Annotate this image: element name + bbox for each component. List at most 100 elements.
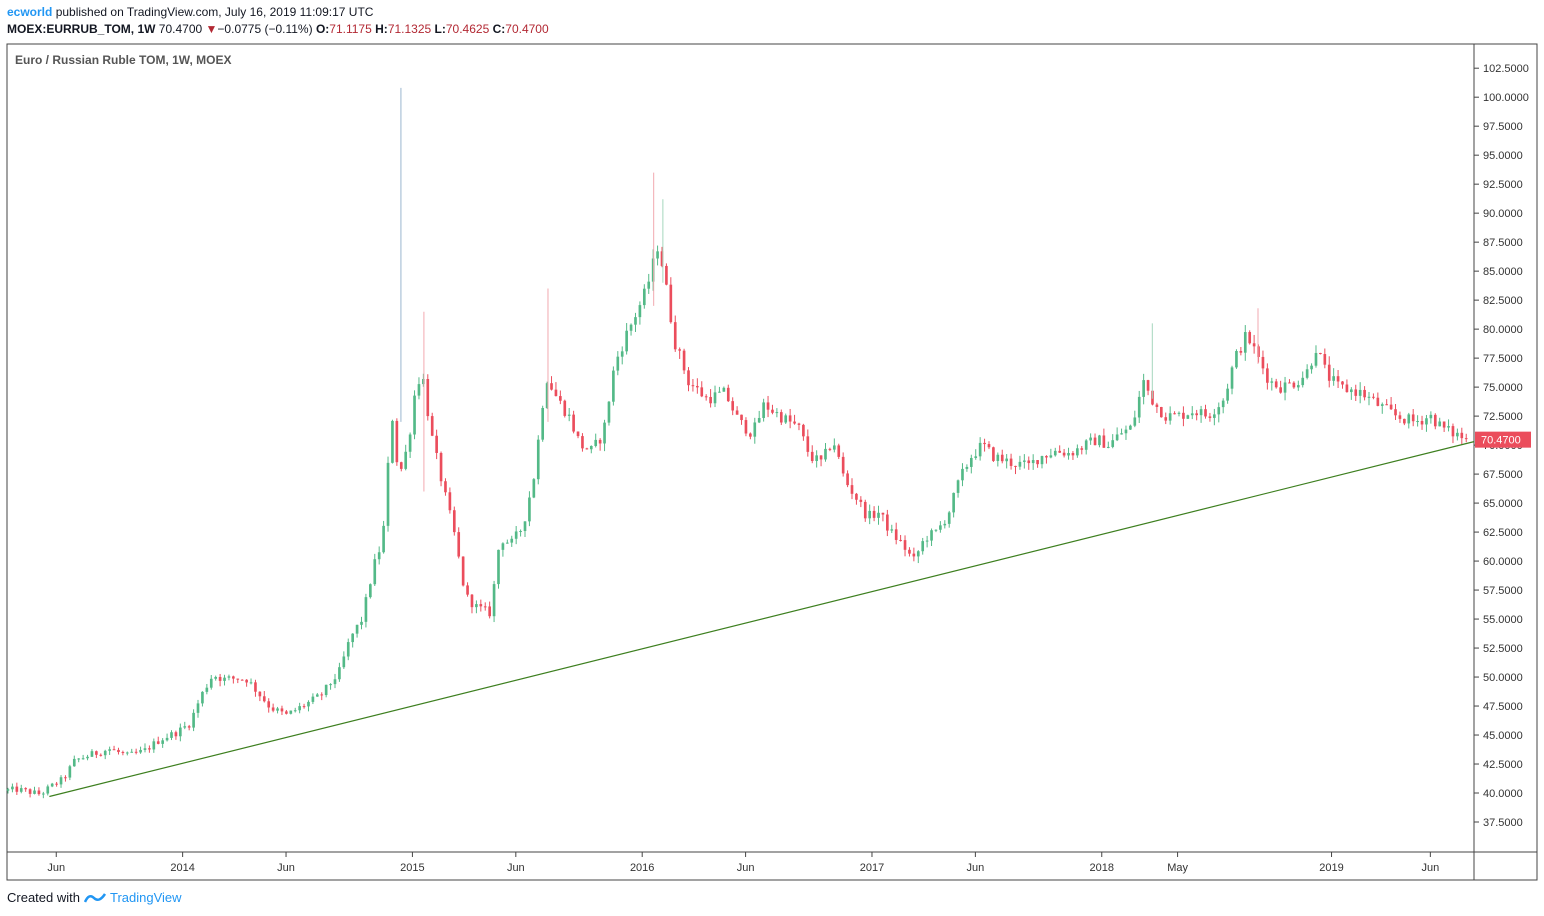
candle-body: [448, 492, 452, 511]
candle-body: [1182, 412, 1185, 419]
candle-body: [506, 542, 509, 544]
candle-body: [435, 435, 438, 453]
candle-body: [373, 559, 377, 585]
candle-body: [656, 251, 659, 259]
candle-body: [1358, 389, 1362, 396]
candle-body: [541, 407, 545, 440]
y-tick-label: 87.5000: [1483, 237, 1523, 249]
candle-body: [1106, 446, 1110, 448]
trendline-layer[interactable]: [49, 441, 1475, 798]
candle-body: [187, 726, 191, 728]
candle-body: [298, 706, 301, 711]
candle-body: [276, 708, 279, 711]
candle-body: [625, 330, 628, 352]
candle-body: [430, 416, 434, 436]
candle-body: [156, 741, 160, 744]
candle-body: [1190, 413, 1194, 416]
candle-body: [1323, 354, 1327, 365]
candle-body: [15, 786, 19, 792]
candle-body: [673, 322, 677, 350]
candle-body: [50, 783, 54, 787]
candle-body: [223, 677, 226, 681]
candle-body: [1314, 352, 1318, 366]
price-tag-label: 70.4700: [1481, 435, 1521, 447]
candle-body: [687, 370, 690, 386]
candle-body: [1067, 453, 1070, 456]
candle-body: [943, 523, 947, 526]
high-value: 71.1325: [387, 22, 432, 36]
last-price: 70.4700: [158, 22, 203, 36]
candle-body: [744, 420, 748, 434]
candle-body: [629, 324, 633, 331]
candle-body: [311, 696, 315, 702]
candle-body: [1239, 350, 1243, 353]
candle-body: [245, 679, 248, 683]
candle-body: [974, 456, 978, 458]
candle-body: [1084, 440, 1088, 450]
candle-body: [11, 786, 14, 790]
candle-body: [64, 777, 67, 779]
y-tick-label: 97.5000: [1483, 121, 1523, 133]
candle-body: [37, 790, 41, 795]
candle-body: [1433, 414, 1437, 427]
candle-body: [1283, 382, 1287, 393]
candle-body: [983, 442, 986, 445]
change-text: −0.0775 (−0.11%): [217, 22, 313, 36]
candle-body: [1168, 413, 1172, 421]
candle-body: [1451, 426, 1455, 437]
y-tick-label: 85.0000: [1483, 266, 1523, 278]
candle-body: [731, 401, 735, 411]
candle-body: [1071, 453, 1075, 456]
candle-body: [886, 514, 889, 531]
candle-body: [828, 448, 832, 450]
last-price-tag: 70.4700: [1475, 431, 1531, 448]
candle-body: [934, 529, 938, 531]
candle-body: [254, 682, 257, 692]
candle-body: [528, 497, 531, 522]
candle-body: [99, 754, 103, 756]
y-tick-label: 77.5000: [1483, 353, 1523, 365]
candle-body: [475, 604, 478, 608]
candle-body: [466, 585, 469, 595]
candle-body: [1367, 396, 1371, 398]
candle-body: [784, 415, 788, 423]
candle-body: [232, 676, 235, 679]
brand-link[interactable]: TradingView: [109, 890, 182, 905]
candle-body: [139, 749, 142, 753]
y-tick-label: 92.5000: [1483, 179, 1523, 191]
candle-body: [413, 395, 416, 435]
candle-body: [961, 468, 964, 481]
candle-body: [1442, 421, 1446, 428]
candle-body: [320, 694, 324, 696]
candle-body: [930, 530, 933, 541]
x-tick-label: 2014: [170, 862, 194, 874]
candle-body: [916, 551, 920, 557]
candle-body: [612, 370, 615, 402]
candle-body: [148, 748, 151, 750]
candle-body: [1098, 435, 1101, 446]
candle-body: [797, 423, 801, 425]
candle-body: [532, 479, 536, 498]
x-tick-label: 2017: [860, 862, 884, 874]
candle-body: [19, 788, 23, 792]
candle-body: [1005, 458, 1008, 462]
candle-body: [33, 790, 36, 794]
candle-body: [519, 531, 522, 533]
candle-body: [726, 387, 730, 402]
created-with-text: Created with: [7, 890, 80, 905]
candle-body: [523, 521, 527, 532]
candle-body: [678, 349, 681, 351]
candle-body: [1438, 421, 1442, 427]
candle-body: [1155, 404, 1159, 407]
candle-body: [996, 454, 1000, 461]
y-tick-label: 40.0000: [1483, 788, 1523, 800]
candle-body: [1248, 332, 1252, 344]
candle-body: [364, 597, 368, 622]
candle-body: [121, 752, 125, 754]
candle-body: [1208, 416, 1212, 418]
candle-body: [293, 710, 297, 712]
candle-body: [1235, 350, 1238, 368]
candle-body: [386, 462, 390, 526]
author-link[interactable]: ecworld: [7, 5, 53, 19]
